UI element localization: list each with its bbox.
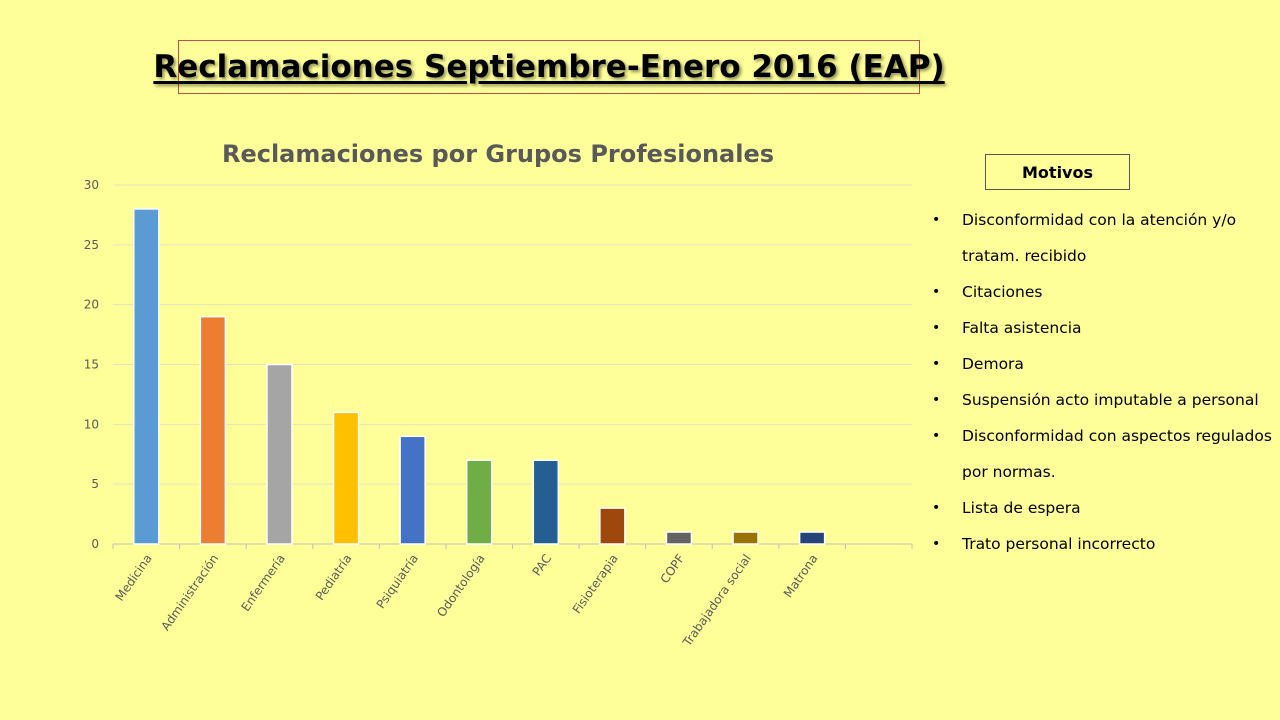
motivos-list: Disconformidad con la atención y/o trata… <box>932 202 1280 562</box>
bar-medicina <box>133 208 160 545</box>
bar-enfermer-a <box>266 363 293 545</box>
bar-pac <box>532 459 560 545</box>
x-tick-label: Fisioterapia <box>570 552 621 617</box>
x-tick-label: Psiquiatría <box>374 552 422 612</box>
y-tick-label: 20 <box>84 298 99 312</box>
motivo-item: Falta asistencia <box>932 310 1280 346</box>
bar-copf <box>665 531 693 545</box>
motivos-heading: Motivos <box>1022 162 1093 182</box>
x-tick-label: Odontología <box>434 552 487 620</box>
x-tick-label: PAC <box>530 552 555 579</box>
motivo-item: Trato personal incorrecto <box>932 526 1280 562</box>
x-tick-label: Medicina <box>113 552 155 604</box>
bar-odontolog-a <box>465 459 493 545</box>
slide-title-box: Reclamaciones Septiembre-Enero 2016 (EAP… <box>153 40 945 94</box>
y-tick-label: 15 <box>84 358 99 372</box>
y-tick-label: 5 <box>91 477 99 491</box>
slide-title: Reclamaciones Septiembre-Enero 2016 (EAP… <box>153 49 945 85</box>
motivo-item: Citaciones <box>932 274 1280 310</box>
bar-psiquiatr-a <box>399 435 426 545</box>
bar-chart: Reclamaciones por Grupos Profesionales 0 5… <box>84 140 913 650</box>
bar-matrona <box>798 531 826 545</box>
motivo-item: Suspensión acto imputable a personal <box>932 382 1280 418</box>
motivos-heading-box: Motivos <box>985 154 1130 190</box>
y-tick-label: 25 <box>84 238 99 252</box>
y-tick-label: 0 <box>91 537 99 551</box>
x-tick-label: Matrona <box>781 552 821 600</box>
motivo-item: Disconformidad con la atención y/o trata… <box>932 202 1280 274</box>
bar-trabajadora-social <box>732 531 759 545</box>
x-tick-label: Pediatría <box>313 552 355 603</box>
bar-administraci-n <box>199 315 227 545</box>
y-tick-label: 10 <box>84 417 99 431</box>
x-tick-label: Trabajadora social <box>680 552 754 650</box>
bar-pediatr-a <box>332 411 360 545</box>
x-tick-label: Administración <box>158 552 221 634</box>
y-tick-label: 30 <box>84 178 99 192</box>
chart-title: Reclamaciones por Grupos Profesionales <box>222 140 774 168</box>
motivo-item: Disconformidad con aspectos regulados po… <box>932 418 1280 490</box>
motivo-item: Demora <box>932 346 1280 382</box>
x-tick-label: Enfermería <box>238 552 287 614</box>
motivo-item: Lista de espera <box>932 490 1280 526</box>
bar-fisioterapia <box>599 507 626 545</box>
x-tick-label: COPF <box>658 552 688 586</box>
